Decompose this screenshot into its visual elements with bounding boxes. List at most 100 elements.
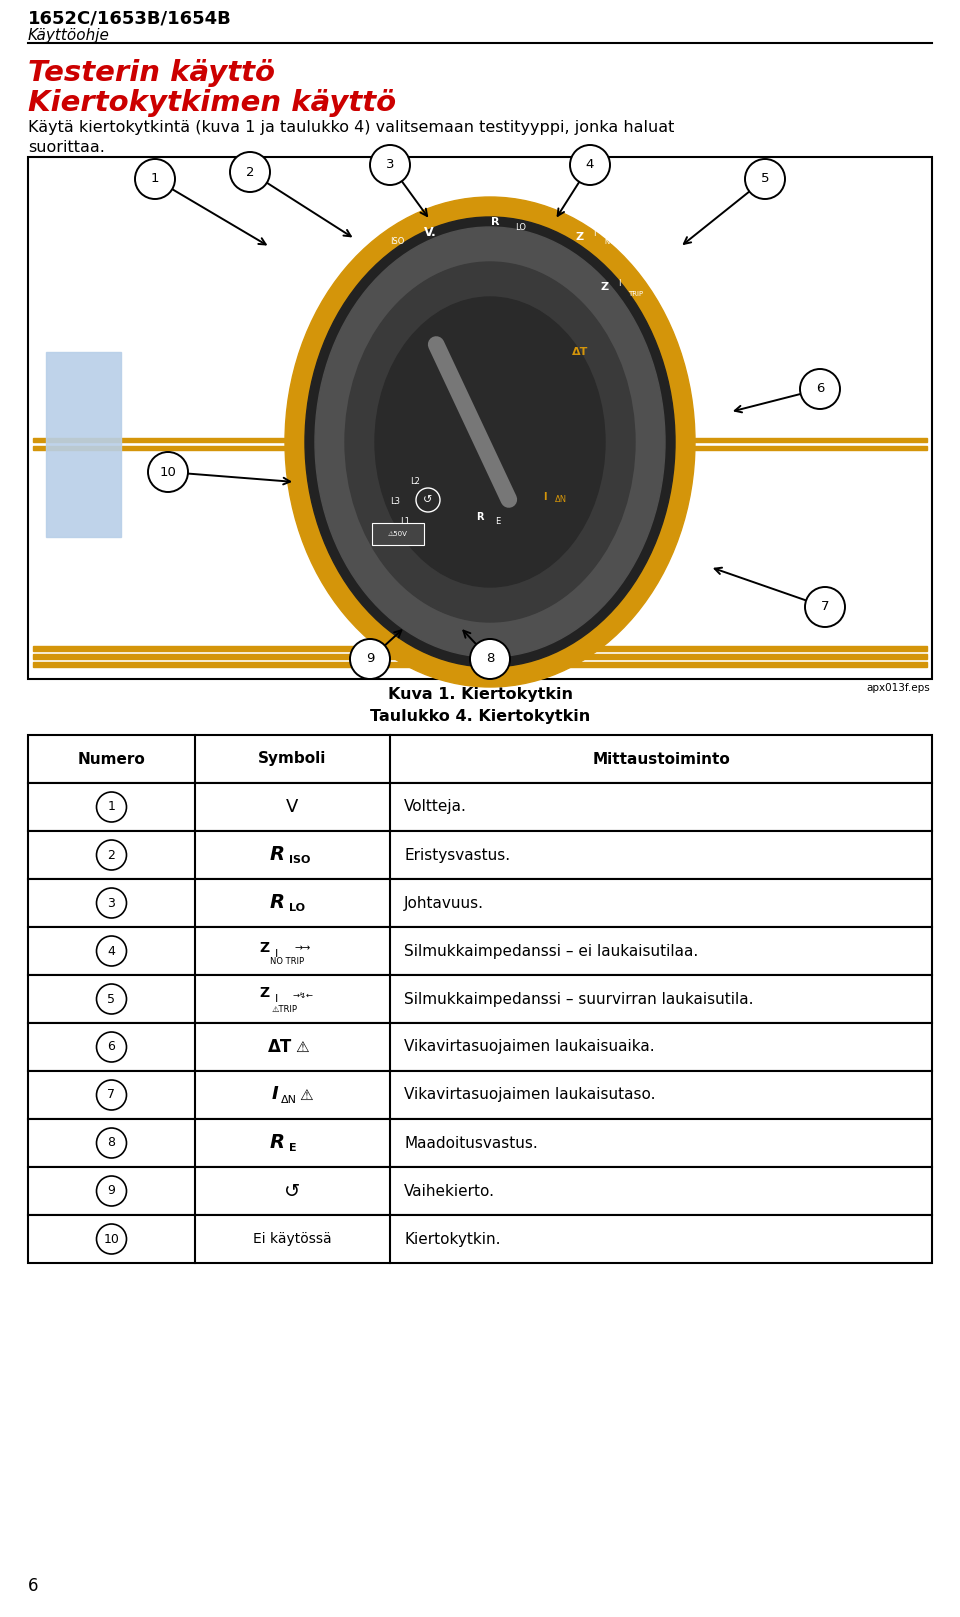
Text: Voltteja.: Voltteja. bbox=[404, 799, 467, 815]
Ellipse shape bbox=[285, 197, 695, 687]
Text: L2: L2 bbox=[410, 477, 420, 487]
Text: 6: 6 bbox=[816, 383, 825, 396]
Circle shape bbox=[135, 158, 175, 199]
Text: I: I bbox=[543, 492, 547, 501]
Ellipse shape bbox=[305, 217, 675, 666]
Text: I: I bbox=[275, 949, 278, 959]
Bar bbox=[28, 927, 932, 975]
Text: Johtavuus.: Johtavuus. bbox=[404, 896, 484, 910]
Circle shape bbox=[97, 1032, 127, 1062]
Text: I: I bbox=[618, 280, 620, 288]
Text: Numero: Numero bbox=[78, 752, 145, 766]
Text: suorittaa.: suorittaa. bbox=[28, 141, 105, 155]
Text: I: I bbox=[271, 1085, 277, 1103]
Circle shape bbox=[230, 152, 270, 192]
Circle shape bbox=[805, 587, 845, 627]
Text: Kiertokytkimen käyttö: Kiertokytkimen käyttö bbox=[28, 89, 396, 116]
Text: 8: 8 bbox=[108, 1137, 115, 1150]
Text: I: I bbox=[275, 994, 278, 1004]
Circle shape bbox=[97, 936, 127, 965]
Bar bbox=[33, 647, 927, 652]
Bar bbox=[33, 438, 927, 441]
Text: →→: →→ bbox=[295, 943, 311, 952]
Text: 9: 9 bbox=[108, 1185, 115, 1198]
Text: 1: 1 bbox=[108, 800, 115, 813]
Text: 2: 2 bbox=[246, 165, 254, 178]
Text: ⚠: ⚠ bbox=[300, 1088, 313, 1103]
Circle shape bbox=[350, 639, 390, 679]
Text: R: R bbox=[476, 513, 484, 522]
Circle shape bbox=[370, 146, 410, 184]
Text: Vikavirtasuojaimen laukaisuaika.: Vikavirtasuojaimen laukaisuaika. bbox=[404, 1040, 655, 1054]
Circle shape bbox=[570, 146, 610, 184]
Text: Z: Z bbox=[259, 941, 270, 956]
Text: Taulukko 4. Kiertokytkin: Taulukko 4. Kiertokytkin bbox=[370, 708, 590, 724]
Circle shape bbox=[97, 792, 127, 821]
Circle shape bbox=[97, 888, 127, 918]
Text: Maadoitusvastus.: Maadoitusvastus. bbox=[404, 1135, 538, 1151]
Text: 4: 4 bbox=[586, 158, 594, 171]
Text: 10: 10 bbox=[159, 466, 177, 479]
Text: V.: V. bbox=[423, 225, 437, 238]
Text: Mittaustoiminto: Mittaustoiminto bbox=[592, 752, 730, 766]
Text: NO TRIP: NO TRIP bbox=[605, 239, 633, 246]
Bar bbox=[28, 975, 932, 1024]
Text: L3: L3 bbox=[390, 498, 400, 506]
Text: V: V bbox=[286, 799, 299, 817]
Text: Symboli: Symboli bbox=[258, 752, 326, 766]
Text: R: R bbox=[270, 893, 284, 912]
Text: R: R bbox=[270, 1132, 284, 1151]
Text: 3: 3 bbox=[386, 158, 395, 171]
Text: ↺: ↺ bbox=[284, 1182, 300, 1200]
Text: Vaihekierto.: Vaihekierto. bbox=[404, 1184, 495, 1198]
Circle shape bbox=[148, 453, 188, 492]
Text: 6: 6 bbox=[108, 1040, 115, 1054]
Text: 2: 2 bbox=[108, 849, 115, 862]
Text: ΔT: ΔT bbox=[269, 1038, 293, 1056]
Bar bbox=[28, 736, 932, 783]
Text: L1: L1 bbox=[400, 517, 410, 527]
Text: 7: 7 bbox=[821, 600, 829, 613]
Text: ⚠50V: ⚠50V bbox=[388, 530, 408, 537]
Circle shape bbox=[97, 1224, 127, 1255]
Circle shape bbox=[97, 1129, 127, 1158]
Text: ⚠TRIP: ⚠TRIP bbox=[272, 1004, 298, 1014]
Bar bbox=[28, 831, 932, 880]
Bar bbox=[28, 1070, 932, 1119]
Bar bbox=[28, 157, 932, 679]
Text: LO: LO bbox=[289, 902, 304, 914]
Bar bbox=[33, 653, 927, 660]
Circle shape bbox=[97, 985, 127, 1014]
Text: Silmukkaimpedanssi – suurvirran laukaisutila.: Silmukkaimpedanssi – suurvirran laukaisu… bbox=[404, 991, 754, 1006]
Text: I: I bbox=[593, 230, 595, 238]
Circle shape bbox=[97, 1080, 127, 1109]
Circle shape bbox=[97, 1176, 127, 1206]
Text: Silmukkaimpedanssi – ei laukaisutilaa.: Silmukkaimpedanssi – ei laukaisutilaa. bbox=[404, 943, 698, 959]
Text: 5: 5 bbox=[108, 993, 115, 1006]
Bar bbox=[33, 446, 927, 450]
Text: apx013f.eps: apx013f.eps bbox=[866, 682, 930, 694]
Text: Käytä kiertokytkintä (kuva 1 ja taulukko 4) valitsemaan testityyppi, jonka halua: Käytä kiertokytkintä (kuva 1 ja taulukko… bbox=[28, 120, 674, 134]
Text: ΔN: ΔN bbox=[555, 495, 567, 505]
Bar bbox=[28, 783, 932, 831]
Text: ⚠: ⚠ bbox=[296, 1040, 309, 1054]
Text: E: E bbox=[495, 517, 500, 527]
Text: →↯←: →↯← bbox=[293, 991, 314, 999]
Text: Kiertokytkin.: Kiertokytkin. bbox=[404, 1232, 500, 1247]
Bar bbox=[33, 661, 927, 666]
Bar bbox=[28, 1214, 932, 1263]
Circle shape bbox=[470, 639, 510, 679]
Text: ↺: ↺ bbox=[423, 495, 433, 505]
Text: 1: 1 bbox=[151, 173, 159, 186]
Text: Vikavirtasuojaimen laukaisutaso.: Vikavirtasuojaimen laukaisutaso. bbox=[404, 1088, 656, 1103]
Text: Eristysvastus.: Eristysvastus. bbox=[404, 847, 510, 862]
Ellipse shape bbox=[345, 262, 635, 623]
Text: 7: 7 bbox=[108, 1088, 115, 1101]
Text: Testerin käyttö: Testerin käyttö bbox=[28, 58, 275, 87]
Text: Kuva 1. Kiertokytkin: Kuva 1. Kiertokytkin bbox=[388, 687, 572, 702]
Text: ISO: ISO bbox=[390, 238, 404, 246]
Text: ISO: ISO bbox=[289, 855, 310, 865]
Text: 8: 8 bbox=[486, 653, 494, 666]
Ellipse shape bbox=[315, 226, 665, 657]
Text: NO TRIP: NO TRIP bbox=[271, 957, 304, 965]
